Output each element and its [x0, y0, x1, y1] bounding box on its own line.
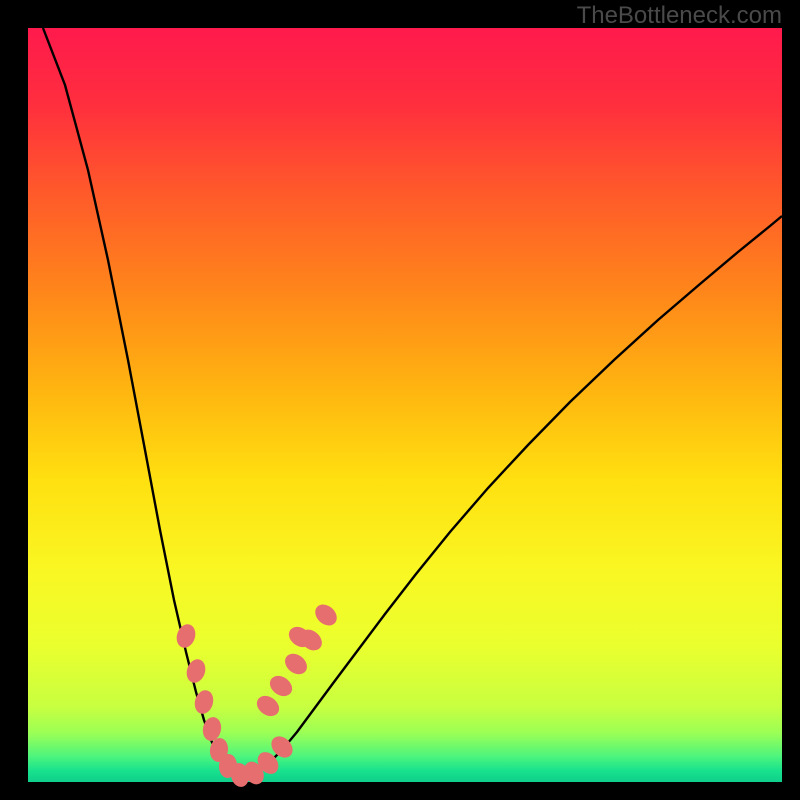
chart-container: TheBottleneck.com — [0, 0, 800, 800]
chart-svg — [0, 0, 800, 800]
plot-background — [28, 28, 782, 782]
watermark-text: TheBottleneck.com — [577, 2, 782, 30]
